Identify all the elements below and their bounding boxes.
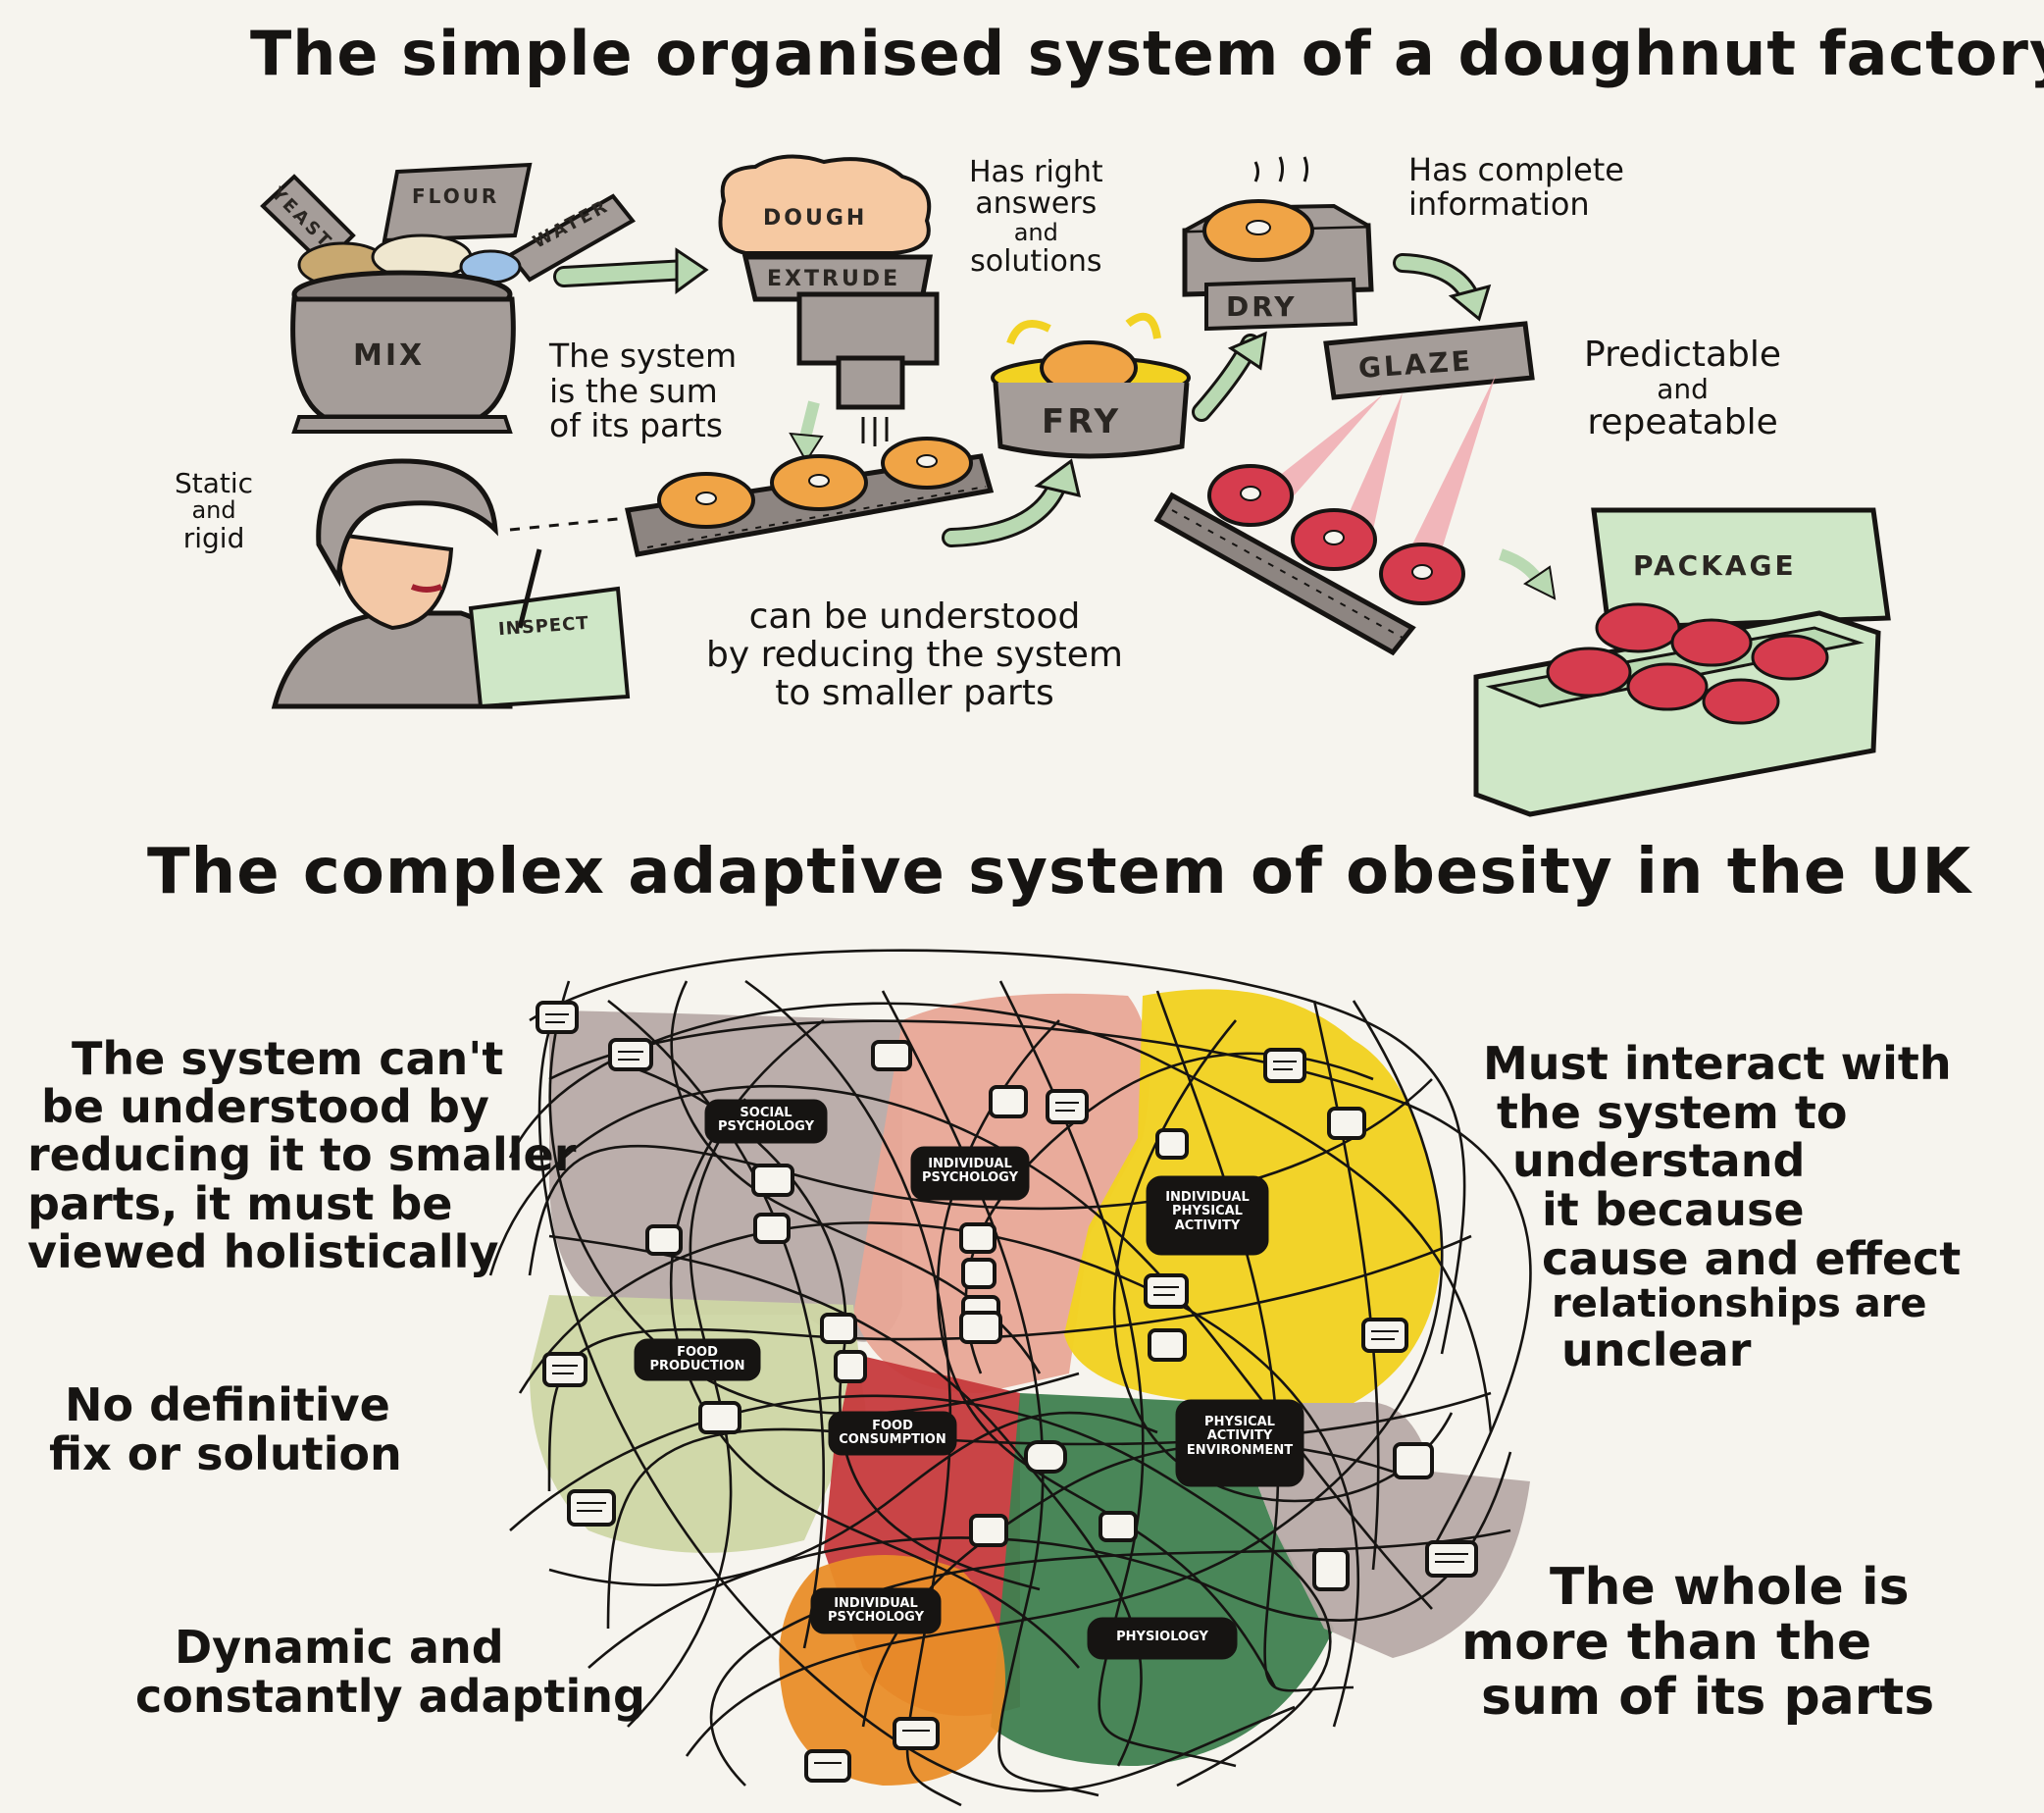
node-physical-activity-environment: PHYSICAL ACTIVITY ENVIRONMENT — [1186, 1415, 1294, 1458]
extrude-label: EXTRUDE — [767, 267, 901, 291]
note-must-interact: Must interact with the system to underst… — [1483, 1037, 1962, 1376]
package-label: PACKAGE — [1633, 549, 1797, 582]
note-predictable: Predictable and repeatable — [1584, 335, 1782, 443]
complex-system-title: The complex adaptive system of obesity i… — [147, 836, 1972, 908]
mix-label: MIX — [353, 338, 426, 373]
dough-blob — [718, 154, 932, 255]
node-individual-psychology-top: INDIVIDUAL PSYCHOLOGY — [922, 1157, 1018, 1186]
node-individual-psychology-bottom: INDIVIDUAL PSYCHOLOGY — [828, 1596, 924, 1626]
mix-bowl — [290, 270, 516, 434]
note-dynamic-adapting: Dynamic and constantly adapting — [135, 1621, 645, 1723]
dough-label: DOUGH — [763, 206, 868, 231]
simple-system-title: The simple organised system of a doughnu… — [250, 18, 2044, 89]
note-right-answers: Has right answers and solutions — [969, 155, 1103, 279]
region-social — [549, 1010, 902, 1342]
dry-label: DRY — [1226, 290, 1298, 323]
factor-box-marks — [545, 1013, 1468, 1764]
inspect-line — [509, 516, 629, 532]
note-static-rigid: Static and rigid — [175, 467, 254, 555]
note-no-definitive-fix: No definitive fix or solution — [49, 1378, 402, 1480]
node-food-production: FOOD PRODUCTION — [649, 1345, 745, 1374]
package-box — [1473, 507, 1891, 817]
fry-label: FRY — [1042, 402, 1122, 441]
flour-label: FLOUR — [412, 184, 500, 208]
flour-bag — [382, 162, 533, 243]
inspector-figure — [271, 458, 631, 709]
water-bag — [506, 193, 637, 283]
glaze-machine — [1260, 321, 1535, 549]
note-cant-be-understood: The system can't be understood by reduci… — [27, 1032, 577, 1278]
node-individual-physical-activity: INDIVIDUAL PHYSICAL ACTIVITY — [1165, 1190, 1250, 1233]
note-complete-information: Has complete information — [1408, 151, 1624, 223]
note-whole-more-than-sum: The whole is more than the sum of its pa… — [1461, 1558, 1935, 1728]
conveyor-glazed — [1153, 492, 1416, 656]
node-social-psychology: SOCIAL PSYCHOLOGY — [718, 1106, 814, 1135]
note-reducing: can be understood by reducing the system… — [706, 596, 1124, 713]
plain-doughnuts — [657, 437, 973, 529]
note-sum-of-parts: The system is the sum of its parts — [549, 337, 738, 445]
node-food-consumption: FOOD CONSUMPTION — [839, 1419, 946, 1448]
glazed-doughnuts-conveyor — [1207, 464, 1465, 605]
fry-pot — [991, 312, 1191, 459]
extruder — [741, 254, 940, 446]
node-physiology: PHYSIOLOGY — [1116, 1630, 1208, 1644]
factor-boxes — [536, 1001, 1478, 1783]
dry-machine — [1182, 156, 1374, 332]
main-category-nodes — [634, 1099, 1304, 1660]
